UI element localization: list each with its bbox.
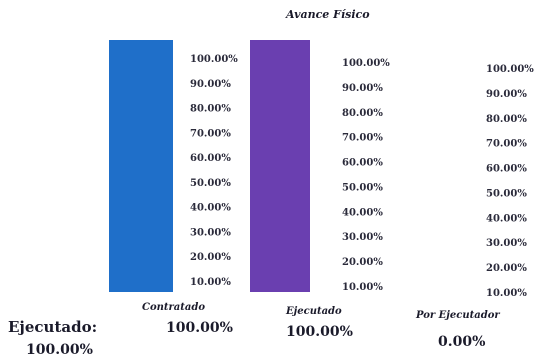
bar-contratado xyxy=(109,40,173,292)
tick-label-ejecutado-2: 90.00% xyxy=(342,83,383,94)
tick-label-contratado-3: 80.00% xyxy=(190,104,231,115)
tick-label-contratado-2: 90.00% xyxy=(190,79,231,90)
tick-label-por-ejecutador-3: 80.00% xyxy=(486,114,527,125)
category-label-ejecutado: Ejecutado xyxy=(286,306,342,317)
tick-label-contratado-1: 100.00% xyxy=(190,54,238,65)
tick-label-ejecutado-5: 60.00% xyxy=(342,158,383,169)
tick-label-ejecutado-7: 40.00% xyxy=(342,207,383,218)
tick-label-por-ejecutador-10: 10.00% xyxy=(486,288,527,299)
tick-label-por-ejecutador-1: 100.00% xyxy=(486,64,534,75)
tick-label-ejecutado-6: 50.00% xyxy=(342,182,383,193)
category-label-por-ejecutador: Por Ejecutador xyxy=(416,310,500,321)
tick-label-por-ejecutador-6: 50.00% xyxy=(486,188,527,199)
value-label-ejecutado: 100.00% xyxy=(286,324,353,340)
value-label-por-ejecutador: 0.00% xyxy=(438,334,486,350)
tick-label-contratado-7: 40.00% xyxy=(190,203,231,214)
category-label-contratado: Contratado xyxy=(142,302,206,313)
tick-label-contratado-10: 10.00% xyxy=(190,277,231,288)
tick-label-ejecutado-9: 20.00% xyxy=(342,257,383,268)
summary-value: 100.00% xyxy=(26,342,93,358)
tick-label-por-ejecutador-4: 70.00% xyxy=(486,139,527,150)
summary-label: Ejecutado: xyxy=(8,318,98,336)
tick-label-ejecutado-10: 10.00% xyxy=(342,282,383,293)
tick-label-contratado-8: 30.00% xyxy=(190,227,231,238)
tick-label-ejecutado-3: 80.00% xyxy=(342,108,383,119)
tick-label-contratado-9: 20.00% xyxy=(190,252,231,263)
tick-label-ejecutado-4: 70.00% xyxy=(342,133,383,144)
chart-title: Avance Físico xyxy=(286,8,370,21)
bar-ejecutado xyxy=(250,40,310,292)
tick-label-contratado-5: 60.00% xyxy=(190,153,231,164)
tick-label-ejecutado-8: 30.00% xyxy=(342,232,383,243)
tick-label-por-ejecutador-8: 30.00% xyxy=(486,238,527,249)
tick-label-por-ejecutador-7: 40.00% xyxy=(486,213,527,224)
tick-label-por-ejecutador-5: 60.00% xyxy=(486,164,527,175)
value-label-contratado: 100.00% xyxy=(166,320,233,336)
tick-label-por-ejecutador-9: 20.00% xyxy=(486,263,527,274)
tick-label-contratado-6: 50.00% xyxy=(190,178,231,189)
tick-label-ejecutado-1: 100.00% xyxy=(342,58,390,69)
tick-label-por-ejecutador-2: 90.00% xyxy=(486,89,527,100)
tick-label-contratado-4: 70.00% xyxy=(190,128,231,139)
